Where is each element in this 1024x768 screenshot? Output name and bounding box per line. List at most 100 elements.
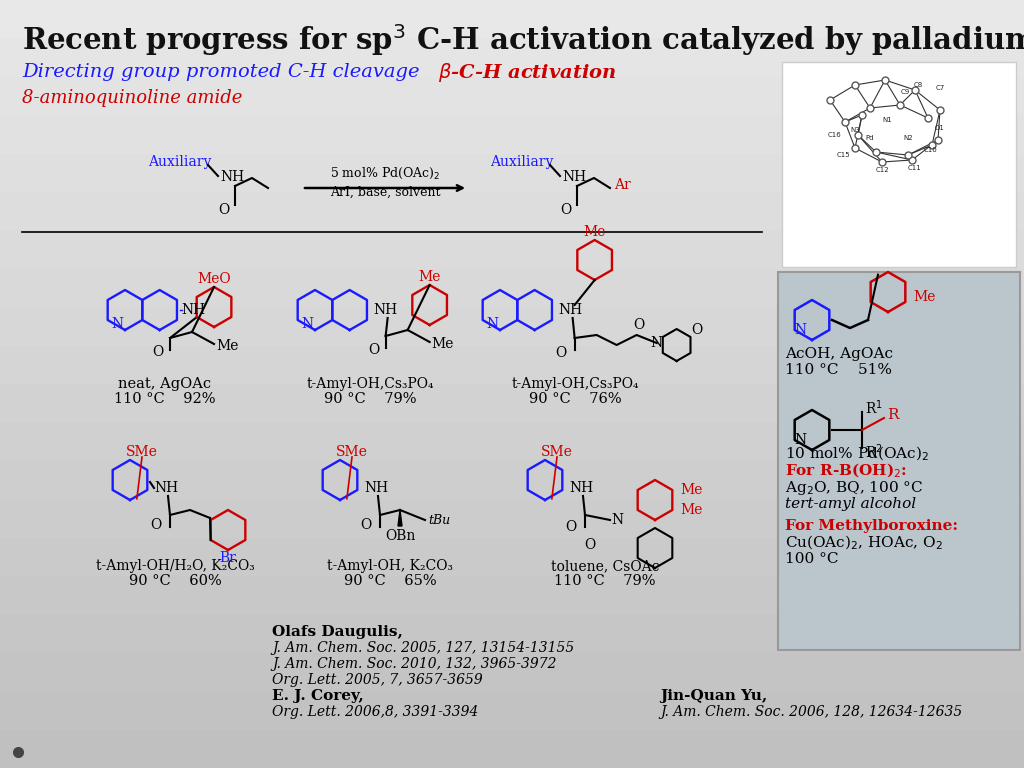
Text: Ar: Ar <box>614 178 631 192</box>
Text: Me: Me <box>584 225 606 239</box>
Text: Directing group promoted C-H cleavage: Directing group promoted C-H cleavage <box>22 63 420 81</box>
Text: 90 °C    76%: 90 °C 76% <box>528 392 622 406</box>
Text: N: N <box>794 433 806 447</box>
Text: E. J. Corey,: E. J. Corey, <box>272 689 364 703</box>
Text: C15: C15 <box>837 152 850 158</box>
Text: C7: C7 <box>935 85 944 91</box>
Text: t-Amyl-OH,Cs₃PO₄: t-Amyl-OH,Cs₃PO₄ <box>511 377 639 391</box>
Text: C11: C11 <box>908 165 922 171</box>
Text: 110 °C    79%: 110 °C 79% <box>554 574 655 588</box>
Bar <box>0 653 1024 692</box>
Text: O: O <box>633 318 644 332</box>
Text: O: O <box>153 345 164 359</box>
Bar <box>0 0 1024 39</box>
Bar <box>0 614 1024 654</box>
Text: Br: Br <box>219 551 237 565</box>
Text: N2: N2 <box>903 135 912 141</box>
Bar <box>0 461 1024 500</box>
Bar <box>0 538 1024 577</box>
Text: SMe: SMe <box>336 445 368 459</box>
Text: neat, AgOAc: neat, AgOAc <box>119 377 212 391</box>
Text: Jin-Quan Yu,: Jin-Quan Yu, <box>660 689 767 703</box>
Text: Auxiliary: Auxiliary <box>148 155 211 169</box>
Text: O: O <box>560 203 571 217</box>
Text: Recent progress for sp$^3$ C-H activation catalyzed by palladium: Recent progress for sp$^3$ C-H activatio… <box>22 22 1024 58</box>
Text: Me: Me <box>216 339 239 353</box>
Text: C10: C10 <box>923 147 937 153</box>
Text: O: O <box>151 518 162 532</box>
Text: 110 °C    51%: 110 °C 51% <box>785 363 892 377</box>
Text: toluene, CsOAc: toluene, CsOAc <box>551 559 659 573</box>
Text: Me: Me <box>913 290 935 304</box>
Text: NH: NH <box>374 303 397 317</box>
Text: N: N <box>301 317 313 331</box>
Bar <box>0 230 1024 270</box>
Bar <box>778 272 1020 650</box>
Text: Olafs Daugulis,: Olafs Daugulis, <box>272 625 402 639</box>
Text: Org. Lett. 2006,8, 3391-3394: Org. Lett. 2006,8, 3391-3394 <box>272 705 478 719</box>
Text: R$^1$: R$^1$ <box>865 399 883 417</box>
Text: Pd: Pd <box>865 135 874 141</box>
Bar <box>0 307 1024 346</box>
Text: Me: Me <box>680 503 702 517</box>
Bar <box>0 115 1024 154</box>
Text: C12: C12 <box>876 167 889 173</box>
Text: N: N <box>650 336 663 350</box>
Bar <box>782 62 1016 267</box>
Text: ArI, base, solvent: ArI, base, solvent <box>330 186 440 198</box>
Text: 110 °C    92%: 110 °C 92% <box>115 392 216 406</box>
Text: 10 mol% Pd(OAc)$_2$: 10 mol% Pd(OAc)$_2$ <box>785 445 929 462</box>
Text: SMe: SMe <box>126 445 158 459</box>
Text: O: O <box>555 346 566 360</box>
Bar <box>0 691 1024 730</box>
Text: NH: NH <box>562 170 586 184</box>
Text: O: O <box>691 323 702 337</box>
Text: N: N <box>486 317 498 331</box>
Text: $\beta$-C-H activation: $\beta$-C-H activation <box>438 61 616 84</box>
Text: N: N <box>611 513 624 527</box>
Bar <box>0 346 1024 385</box>
Text: AcOH, AgOAc: AcOH, AgOAc <box>785 347 893 361</box>
Text: NH: NH <box>154 481 178 495</box>
Text: O: O <box>360 518 372 532</box>
Text: For Methylboroxine:: For Methylboroxine: <box>785 519 958 533</box>
Bar <box>0 269 1024 308</box>
Text: J. Am. Chem. Soc. 2010, 132, 3965-3972: J. Am. Chem. Soc. 2010, 132, 3965-3972 <box>272 657 556 671</box>
Text: NH: NH <box>569 481 593 495</box>
Bar <box>0 499 1024 538</box>
Text: 90 °C    65%: 90 °C 65% <box>344 574 436 588</box>
Bar <box>0 154 1024 193</box>
Text: 100 °C: 100 °C <box>785 552 839 566</box>
Text: 8-aminoquinoline amide: 8-aminoquinoline amide <box>22 89 243 107</box>
Text: t-Amyl-OH/H₂O, K₂CO₃: t-Amyl-OH/H₂O, K₂CO₃ <box>95 559 254 573</box>
Text: SMe: SMe <box>541 445 573 459</box>
Text: O: O <box>585 538 596 552</box>
Text: NH: NH <box>364 481 388 495</box>
Text: N1: N1 <box>882 117 892 123</box>
Text: MeO: MeO <box>198 272 230 286</box>
Text: O: O <box>565 520 577 534</box>
Text: J. Am. Chem. Soc. 2006, 128, 12634-12635: J. Am. Chem. Soc. 2006, 128, 12634-12635 <box>660 705 963 719</box>
Text: R$^2$: R$^2$ <box>865 442 883 462</box>
Text: tert-amyl alcohol: tert-amyl alcohol <box>785 497 916 511</box>
Text: Cu(OAc)$_2$, HOAc, O$_2$: Cu(OAc)$_2$, HOAc, O$_2$ <box>785 533 943 551</box>
Polygon shape <box>398 510 402 526</box>
Text: Ag$_2$O, BQ, 100 °C: Ag$_2$O, BQ, 100 °C <box>785 479 924 497</box>
Text: O: O <box>368 343 379 357</box>
Text: J. Am. Chem. Soc. 2005, 127, 13154-13155: J. Am. Chem. Soc. 2005, 127, 13154-13155 <box>272 641 574 655</box>
Text: NH: NH <box>181 303 206 317</box>
Text: N: N <box>794 323 806 337</box>
Bar <box>0 384 1024 423</box>
Text: Auxiliary: Auxiliary <box>490 155 553 169</box>
Text: 90 °C    60%: 90 °C 60% <box>129 574 221 588</box>
Text: Me: Me <box>432 337 454 351</box>
Bar <box>0 77 1024 116</box>
Bar <box>0 730 1024 768</box>
Text: N: N <box>111 317 123 331</box>
Text: OBn: OBn <box>385 529 415 543</box>
Bar <box>0 38 1024 78</box>
Text: C8: C8 <box>913 82 923 88</box>
Bar <box>0 192 1024 231</box>
Text: For R-B(OH)$_2$:: For R-B(OH)$_2$: <box>785 462 907 480</box>
Text: Me: Me <box>419 270 440 284</box>
